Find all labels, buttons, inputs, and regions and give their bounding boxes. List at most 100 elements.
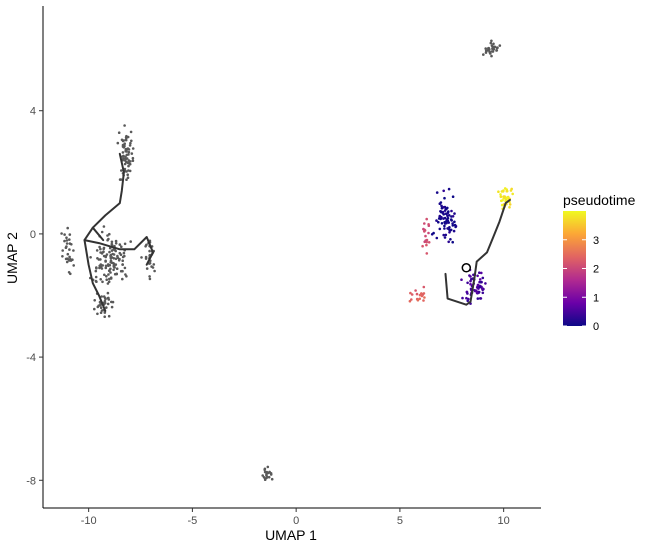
trajectory-graph bbox=[83, 152, 511, 312]
cell-point bbox=[63, 233, 66, 236]
cell-point bbox=[469, 282, 472, 286]
cell-point bbox=[508, 206, 511, 209]
cell-point bbox=[443, 224, 446, 228]
cell-point bbox=[148, 275, 151, 278]
cell-point bbox=[442, 189, 446, 193]
cell-point bbox=[68, 238, 71, 241]
cell-point bbox=[112, 268, 115, 272]
cell-point bbox=[65, 245, 68, 248]
cell-point bbox=[122, 146, 126, 149]
cell-point bbox=[96, 257, 99, 260]
cell-point bbox=[68, 233, 72, 236]
cell-point bbox=[261, 474, 265, 477]
cell-point bbox=[490, 50, 494, 53]
cell-point bbox=[63, 239, 66, 243]
cell-point bbox=[488, 48, 491, 51]
cell-point bbox=[61, 249, 64, 252]
cell-point bbox=[110, 300, 113, 304]
cell-point bbox=[71, 258, 74, 262]
cell-point bbox=[424, 239, 428, 242]
cell-point bbox=[502, 195, 506, 198]
cell-point bbox=[107, 280, 111, 284]
cell-point bbox=[427, 224, 431, 227]
cell-point bbox=[65, 236, 68, 239]
cell-point bbox=[473, 289, 477, 293]
cell-point bbox=[123, 142, 126, 145]
cell-point bbox=[103, 315, 106, 319]
cell-point bbox=[454, 225, 457, 229]
cell-point bbox=[438, 202, 442, 205]
cell-point bbox=[478, 278, 482, 281]
cell-point bbox=[130, 139, 133, 143]
cell-point bbox=[112, 264, 116, 268]
cell-point bbox=[152, 263, 156, 266]
cell-point bbox=[442, 217, 445, 220]
cell-point bbox=[451, 224, 455, 227]
cell-point bbox=[450, 209, 453, 213]
cell-point bbox=[420, 294, 424, 298]
cell-point bbox=[265, 470, 269, 474]
cell-point bbox=[449, 218, 453, 221]
cell-point bbox=[124, 136, 128, 139]
cell-point bbox=[65, 242, 69, 245]
cell-point bbox=[123, 124, 126, 127]
cell-point bbox=[418, 297, 422, 301]
cell-point bbox=[425, 217, 429, 221]
cell-point bbox=[447, 240, 451, 244]
cell-point bbox=[481, 291, 485, 295]
cell-point bbox=[110, 242, 114, 246]
trajectory-segment bbox=[83, 152, 125, 312]
cell-point bbox=[121, 269, 124, 273]
cell-point bbox=[479, 280, 483, 284]
cell-point bbox=[478, 297, 482, 300]
cell-point bbox=[410, 298, 413, 301]
cell-point bbox=[267, 475, 271, 479]
cell-point bbox=[444, 212, 448, 215]
cell-point bbox=[151, 266, 155, 269]
cell-point bbox=[108, 250, 111, 254]
x-axis-title: UMAP 1 bbox=[265, 527, 317, 543]
cell-point bbox=[263, 468, 267, 472]
cell-point bbox=[111, 252, 114, 256]
cell-point bbox=[113, 272, 117, 276]
cell-point bbox=[104, 266, 108, 270]
cell-point bbox=[489, 41, 493, 45]
cell-point bbox=[451, 222, 454, 225]
cell-point bbox=[66, 252, 70, 256]
root-node-marker bbox=[461, 263, 472, 273]
cell-point bbox=[153, 269, 156, 273]
cell-point bbox=[418, 293, 422, 297]
cell-point bbox=[94, 269, 98, 273]
cell-point bbox=[109, 277, 113, 280]
cell-point bbox=[148, 249, 151, 253]
cell-point bbox=[114, 239, 118, 243]
cell-point bbox=[60, 232, 63, 235]
cell-point bbox=[448, 231, 451, 234]
cell-point bbox=[95, 267, 98, 270]
cell-point bbox=[121, 155, 124, 158]
cell-point bbox=[126, 176, 130, 179]
cell-point bbox=[145, 267, 149, 270]
cell-point bbox=[451, 195, 455, 198]
cell-point bbox=[476, 274, 479, 278]
cell-point bbox=[95, 249, 99, 252]
cell-point bbox=[422, 285, 426, 289]
cell-point bbox=[96, 312, 99, 316]
cell-point bbox=[109, 267, 112, 271]
cell-point bbox=[423, 222, 426, 225]
cell-point bbox=[466, 281, 469, 285]
cell-point bbox=[114, 242, 118, 245]
cell-point bbox=[421, 244, 424, 248]
legend-colorbar bbox=[563, 211, 586, 326]
cell-point bbox=[423, 296, 426, 299]
cell-point bbox=[501, 199, 504, 202]
cell-point bbox=[423, 228, 426, 232]
pseudotime-legend: pseudotime 0 1 2 3 bbox=[563, 192, 636, 333]
cell-point bbox=[424, 234, 427, 238]
cell-point bbox=[442, 233, 446, 237]
cell-point bbox=[95, 280, 98, 284]
cell-point bbox=[115, 267, 119, 271]
cell-point bbox=[127, 159, 131, 162]
cell-point bbox=[447, 210, 450, 213]
cell-point bbox=[425, 243, 428, 247]
